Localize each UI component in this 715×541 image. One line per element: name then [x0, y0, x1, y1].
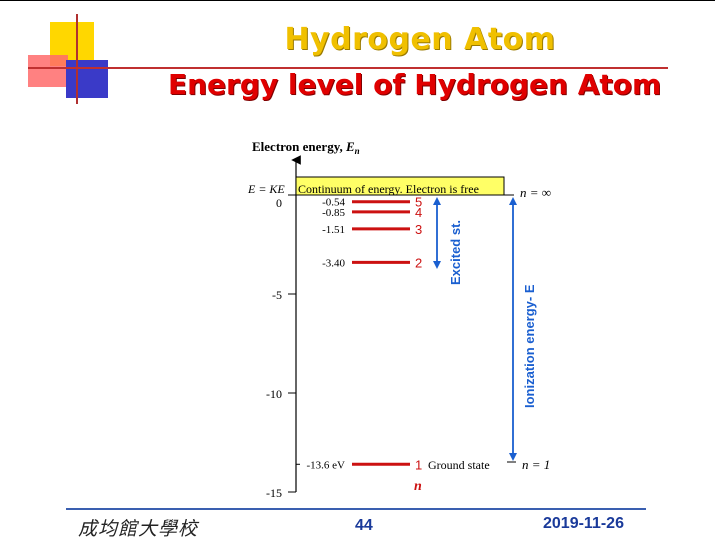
footer-date: 2019-11-26 [543, 515, 624, 532]
n-axis-label: n [414, 479, 422, 494]
energy-value-label: -13.6 eV [307, 459, 346, 471]
y-axis-ticks: 0 -5 -10 -15 [266, 194, 296, 500]
n-1-label: n = 1 [522, 457, 550, 472]
logo-vertical-line [76, 14, 78, 104]
energy-value-label: -1.51 [322, 224, 345, 236]
axis-label: Electron energy, En [252, 139, 360, 156]
ionization-label: Ionization energy- E [522, 284, 537, 408]
page-title: Hydrogen Atom [284, 22, 556, 57]
zero-equation: E = KE [247, 182, 285, 196]
n-infinity-label: n = ∞ [520, 185, 551, 200]
quantum-number-label: 5 [415, 195, 422, 210]
quantum-number-label: 2 [415, 255, 422, 270]
energy-value-label: -0.85 [322, 207, 345, 219]
top-border [0, 0, 715, 1]
energy-levels: -13.6 eV 1 -3.40 2 -1.51 3 -0.85 4 -0.54 5 [296, 195, 422, 472]
footer-school-name: 成均館大學校 [78, 518, 199, 540]
y-tick-label: 0 [276, 196, 282, 210]
quantum-number-label: 3 [415, 222, 422, 237]
y-tick-label: -10 [266, 387, 282, 401]
excited-arrow-head-bottom [433, 261, 441, 269]
y-tick-label: -15 [266, 486, 282, 500]
logo-horizontal-line [28, 67, 668, 69]
energy-value-label: -0.54 [322, 197, 345, 209]
quantum-number-label: 4 [415, 205, 422, 220]
page-number: 44 [355, 517, 373, 534]
quantum-number-label: 1 [415, 457, 422, 472]
logo-red-square [28, 55, 68, 87]
footer-divider [66, 508, 646, 510]
logo-blue-square [66, 60, 108, 98]
page-subtitle: Energy level of Hydrogen Atom [168, 68, 662, 101]
ionization-arrow-head-top [509, 197, 517, 205]
excited-arrow-head-top [433, 197, 441, 205]
excited-label: Excited st. [448, 220, 463, 285]
energy-value-label: -3.40 [322, 257, 345, 269]
ionization-arrow-head-bottom [509, 453, 517, 461]
y-tick-label: -5 [272, 288, 282, 302]
ground-state-label: Ground state [428, 458, 490, 472]
continuum-label: Continuum of energy. Electron is free [298, 182, 479, 196]
